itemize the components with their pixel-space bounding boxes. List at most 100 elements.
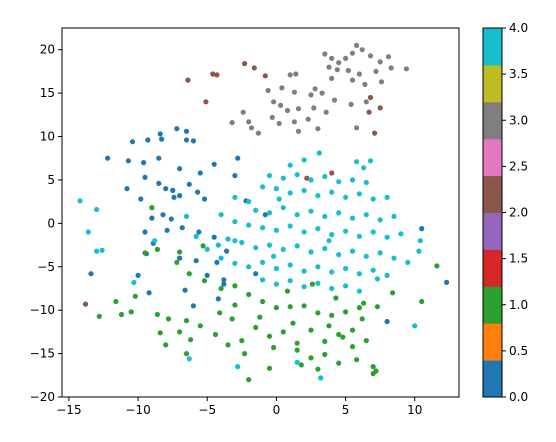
data-point [384, 194, 390, 200]
data-point [356, 233, 362, 239]
data-point [349, 327, 356, 333]
data-point [298, 362, 304, 368]
data-point [215, 242, 221, 248]
y-tick-label: 5 [47, 173, 55, 187]
data-point [177, 329, 183, 335]
data-point [248, 125, 255, 131]
data-point [99, 247, 105, 253]
data-point [331, 97, 338, 103]
data-point [318, 375, 324, 381]
data-point [294, 340, 300, 346]
data-point [367, 94, 374, 101]
data-point [183, 318, 190, 324]
data-point [390, 290, 396, 296]
colorbar-tick-label: 0.5 [509, 344, 528, 358]
data-point [416, 248, 422, 254]
data-point [186, 181, 192, 187]
data-point [301, 157, 307, 163]
data-point [329, 75, 335, 81]
data-point [312, 86, 318, 92]
data-point [322, 338, 328, 344]
data-point [246, 377, 252, 383]
data-point [203, 99, 209, 105]
data-point [308, 208, 314, 214]
data-point [257, 314, 263, 320]
data-point [196, 229, 202, 235]
data-point [232, 173, 238, 179]
x-tick-label: 0 [273, 403, 281, 417]
data-point [359, 47, 365, 53]
colorbar-tick-label: 2.0 [509, 206, 528, 220]
data-point [391, 213, 397, 219]
data-point [197, 323, 203, 329]
data-point [349, 77, 356, 83]
data-point [218, 212, 224, 218]
data-point [287, 304, 293, 310]
data-point [160, 212, 166, 218]
data-point [177, 249, 183, 255]
data-point [419, 226, 425, 232]
data-point [370, 364, 376, 370]
data-point [260, 225, 266, 231]
data-point [239, 338, 245, 344]
data-point [164, 227, 170, 233]
data-point [154, 246, 160, 252]
colorbar-tick-label: 1.0 [509, 298, 528, 312]
colorbar-segment [483, 28, 502, 66]
data-point [343, 283, 349, 289]
data-point [138, 196, 144, 202]
data-point [177, 193, 183, 199]
x-tick-label: −10 [125, 403, 150, 417]
data-point [255, 130, 261, 136]
data-point [183, 213, 190, 219]
x-tick-label: 5 [342, 403, 350, 417]
data-point [266, 173, 273, 179]
data-point [94, 248, 100, 254]
data-point [333, 295, 339, 301]
y-axis: −20 −15 −10 −5 0 5 10 15 20 [30, 43, 62, 404]
data-point [367, 158, 374, 164]
data-point [329, 170, 335, 176]
data-point [156, 155, 162, 161]
data-point [354, 357, 360, 363]
data-point [349, 248, 356, 254]
data-point [315, 310, 321, 316]
plot-frame [61, 27, 460, 398]
data-point [315, 226, 321, 232]
data-point [308, 92, 314, 98]
data-point [232, 194, 238, 200]
data-point [229, 316, 235, 322]
data-point [419, 298, 425, 305]
data-point [294, 212, 300, 218]
data-point [129, 139, 136, 145]
data-point [125, 158, 131, 164]
data-point [165, 316, 172, 322]
data-point [287, 223, 293, 229]
colorbar-tick-label: 2.5 [509, 159, 528, 173]
data-point [398, 231, 404, 237]
data-point [343, 194, 349, 200]
data-point [183, 351, 190, 357]
data-point [253, 271, 259, 277]
data-point [319, 90, 325, 96]
data-point [246, 119, 252, 125]
data-point [265, 87, 271, 94]
colorbar-segment [483, 175, 502, 213]
data-point [193, 233, 199, 239]
data-point [284, 288, 291, 294]
data-point [280, 246, 286, 252]
data-point [242, 351, 248, 357]
data-point [294, 172, 300, 178]
data-point [336, 210, 342, 216]
data-point [177, 166, 183, 172]
data-point [113, 298, 119, 305]
data-point [349, 215, 356, 221]
data-point [242, 61, 248, 67]
data-point [135, 272, 141, 278]
y-tick-label: 10 [40, 130, 55, 144]
data-point [273, 265, 279, 272]
data-point [361, 300, 367, 306]
data-point [370, 371, 376, 377]
colorbar-segment [483, 323, 502, 361]
